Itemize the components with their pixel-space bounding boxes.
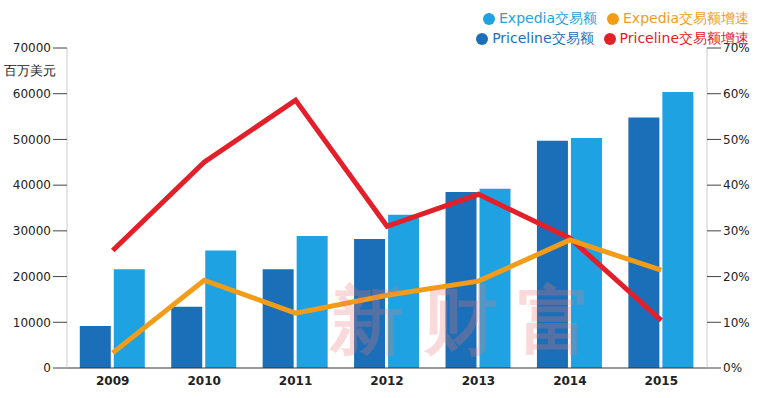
svg-text:70%: 70% — [723, 41, 750, 55]
svg-text:20%: 20% — [723, 270, 750, 284]
svg-text:2011: 2011 — [279, 374, 312, 388]
svg-text:40%: 40% — [723, 178, 750, 192]
svg-text:60000: 60000 — [13, 87, 51, 101]
svg-text:0%: 0% — [723, 361, 742, 375]
svg-text:40000: 40000 — [13, 178, 51, 192]
svg-text:10000: 10000 — [13, 316, 51, 330]
svg-text:2015: 2015 — [645, 374, 678, 388]
svg-text:2013: 2013 — [462, 374, 495, 388]
svg-text:10%: 10% — [723, 316, 750, 330]
svg-text:2010: 2010 — [187, 374, 220, 388]
svg-text:20000: 20000 — [13, 270, 51, 284]
svg-text:60%: 60% — [723, 87, 750, 101]
svg-text:2009: 2009 — [96, 374, 129, 388]
svg-text:70000: 70000 — [13, 41, 51, 55]
svg-text:2012: 2012 — [370, 374, 403, 388]
svg-text:30000: 30000 — [13, 224, 51, 238]
svg-text:50%: 50% — [723, 133, 750, 147]
svg-text:30%: 30% — [723, 224, 750, 238]
svg-text:0: 0 — [43, 361, 51, 375]
svg-text:2014: 2014 — [553, 374, 586, 388]
svg-text:50000: 50000 — [13, 133, 51, 147]
